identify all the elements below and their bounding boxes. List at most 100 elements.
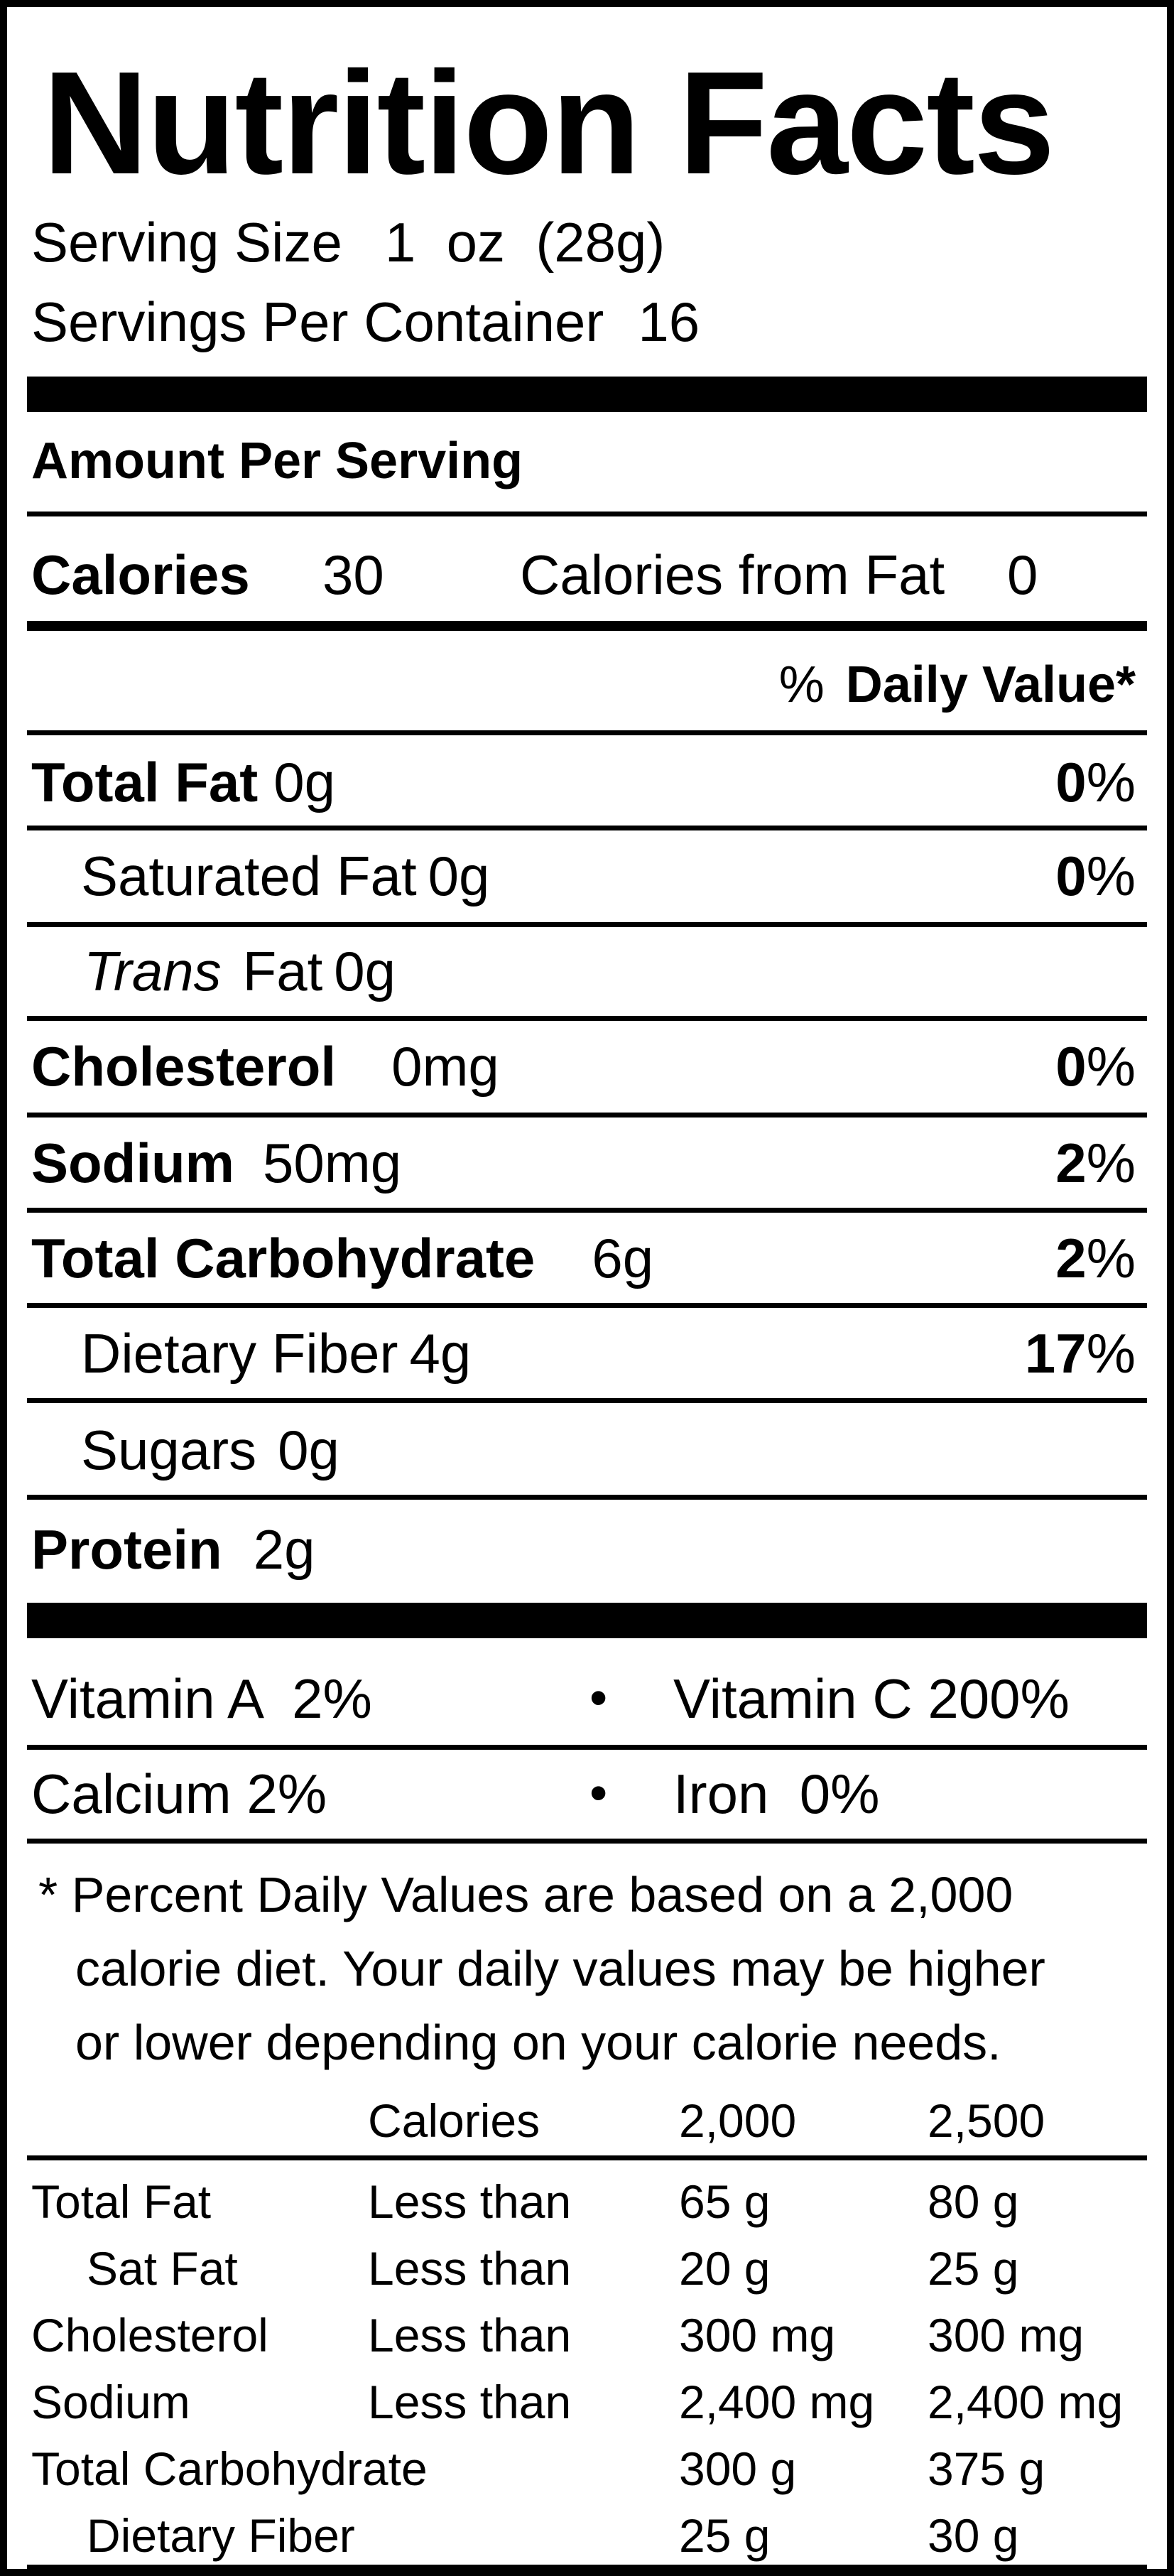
divider-thick: [27, 377, 1147, 412]
saturated-fat-label: Saturated Fat: [81, 845, 417, 907]
total-carbohydrate-dv-value: 2: [1055, 1227, 1087, 1289]
ref-row-qualifier: Less than: [368, 2242, 572, 2295]
ref-row-value-2000: 20 g: [679, 2242, 771, 2295]
divider: [27, 2155, 1147, 2160]
servings-per-container: Servings Per Container 16: [31, 294, 700, 350]
trans-fat-amount: 0g: [334, 940, 396, 1002]
calcium-bullet: •: [589, 1765, 608, 1822]
sodium-label: Sodium: [31, 1132, 234, 1194]
sodium-amount: 50mg: [263, 1132, 402, 1194]
sodium-dv-value: 2: [1055, 1132, 1087, 1194]
divider: [27, 730, 1147, 735]
ref-row-value-2000: 300 g: [679, 2442, 797, 2495]
total-fat-label: Total Fat: [31, 751, 259, 813]
cholesterol-dv-percent: %: [1086, 1035, 1136, 1098]
total-carbohydrate-dv-percent: %: [1086, 1227, 1136, 1289]
ref-row-name: Sat Fat: [87, 2242, 238, 2295]
footnote-line-1: * Percent Daily Values are based on a 2,…: [38, 1867, 1013, 1922]
protein-row: Protein 2g: [31, 1522, 315, 1577]
sodium-dv: 2%: [1055, 1135, 1136, 1191]
divider: [27, 1016, 1147, 1021]
ref-row-value-2500: 25 g: [928, 2242, 1019, 2295]
divider: [27, 1495, 1147, 1500]
divider: [27, 1113, 1147, 1117]
dietary-fiber-dv-value: 17: [1024, 1322, 1087, 1385]
ref-row-value-2500: 80 g: [928, 2175, 1019, 2228]
ref-header-2000: 2,000: [679, 2094, 797, 2147]
ref-row-name: Total Fat: [31, 2175, 212, 2228]
ref-row-qualifier: Less than: [368, 2309, 572, 2361]
calcium: Calcium 2%: [31, 1763, 327, 1825]
divider: [27, 826, 1147, 830]
ref-row-value-2500: 2,400 mg: [928, 2376, 1124, 2428]
daily-value-label: Daily Value*: [845, 656, 1136, 713]
divider: [27, 1303, 1147, 1308]
divider: [27, 1745, 1147, 1750]
dietary-fiber-dv: 17%: [1025, 1326, 1136, 1381]
divider: [27, 1398, 1147, 1403]
divider: [27, 512, 1147, 516]
serving-size-label: Serving Size: [31, 211, 342, 274]
daily-value-percent: %: [778, 656, 825, 713]
ref-row-value-2000: 300 mg: [679, 2309, 836, 2361]
serving-size: Serving Size 1 oz (28g): [31, 215, 665, 270]
cholesterol-row: Cholesterol 0mg: [31, 1039, 499, 1094]
ref-row-qualifier: Less than: [368, 2376, 572, 2428]
ref-row-name: Cholesterol: [31, 2309, 268, 2361]
ref-row-value-2500: 30 g: [928, 2509, 1019, 2562]
total-carbohydrate-label: Total Carbohydrate: [31, 1227, 536, 1289]
divider: [27, 922, 1147, 927]
divider-medium: [27, 621, 1147, 631]
trans-fat-label-italic: Trans: [84, 940, 222, 1002]
serving-size-value: 1 oz (28g): [384, 211, 665, 274]
ref-row-value-2500: 300 mg: [928, 2309, 1085, 2361]
ref-row-name: Dietary Fiber: [87, 2509, 355, 2562]
total-fat-dv-percent: %: [1086, 751, 1136, 813]
vitamin-a: Vitamin A 2%: [31, 1667, 372, 1730]
dietary-fiber-amount: 4g: [409, 1322, 472, 1385]
sugars-amount: 0g: [278, 1419, 339, 1481]
saturated-fat-dv: 0%: [1055, 848, 1136, 904]
divider-thick: [27, 1603, 1147, 1638]
servings-per-container-label: Servings Per Container: [31, 291, 604, 353]
total-carbohydrate-dv: 2%: [1055, 1230, 1136, 1286]
ref-row-value-2000: 65 g: [679, 2175, 771, 2228]
ref-header-2500: 2,500: [928, 2094, 1045, 2147]
dietary-fiber-row: Dietary Fiber 4g: [81, 1326, 471, 1381]
trans-fat-row: Trans Fat 0g: [84, 943, 396, 999]
divider: [27, 1839, 1147, 1844]
ref-row-value-2000: 2,400 mg: [679, 2376, 875, 2428]
cholesterol-dv-value: 0: [1055, 1035, 1087, 1098]
cholesterol-label: Cholesterol: [31, 1035, 337, 1098]
calories-from-fat-label: Calories from Fat: [520, 543, 945, 606]
footnote-line-2: calorie diet. Your daily values may be h…: [75, 1941, 1045, 1996]
iron: Iron 0%: [673, 1763, 880, 1825]
vitamin-bullet: •: [589, 1669, 608, 1726]
total-fat-row: Total Fat 0g: [31, 754, 335, 810]
vitamin-c: Vitamin C 200%: [673, 1667, 1070, 1730]
servings-per-container-value: 16: [638, 291, 700, 353]
protein-label: Protein: [31, 1518, 222, 1581]
dietary-fiber-label: Dietary Fiber: [81, 1322, 398, 1385]
saturated-fat-dv-percent: %: [1086, 845, 1136, 907]
total-fat-amount: 0g: [273, 751, 335, 813]
sugars-label: Sugars: [81, 1419, 257, 1481]
sodium-row: Sodium 50mg: [31, 1135, 401, 1191]
sugars-row: Sugars 0g: [81, 1422, 339, 1478]
sodium-dv-percent: %: [1086, 1132, 1136, 1194]
cholesterol-amount: 0mg: [391, 1035, 499, 1098]
total-carbohydrate-amount: 6g: [592, 1227, 654, 1289]
ref-row-name: Sodium: [31, 2376, 190, 2428]
total-fat-dv: 0%: [1055, 754, 1136, 810]
label-title: Nutrition Facts: [43, 41, 1055, 205]
ref-row-qualifier: Less than: [368, 2175, 572, 2228]
footnote-line-3: or lower depending on your calorie needs…: [75, 2015, 1001, 2070]
calories-from-fat-value: 0: [1007, 543, 1038, 606]
ref-row-value-2000: 25 g: [679, 2509, 771, 2562]
calories-label: Calories: [31, 543, 250, 606]
total-carbohydrate-row: Total Carbohydrate 6g: [31, 1230, 653, 1286]
cholesterol-dv: 0%: [1055, 1039, 1136, 1094]
saturated-fat-dv-value: 0: [1055, 845, 1087, 907]
calories-value: 30: [322, 543, 384, 606]
